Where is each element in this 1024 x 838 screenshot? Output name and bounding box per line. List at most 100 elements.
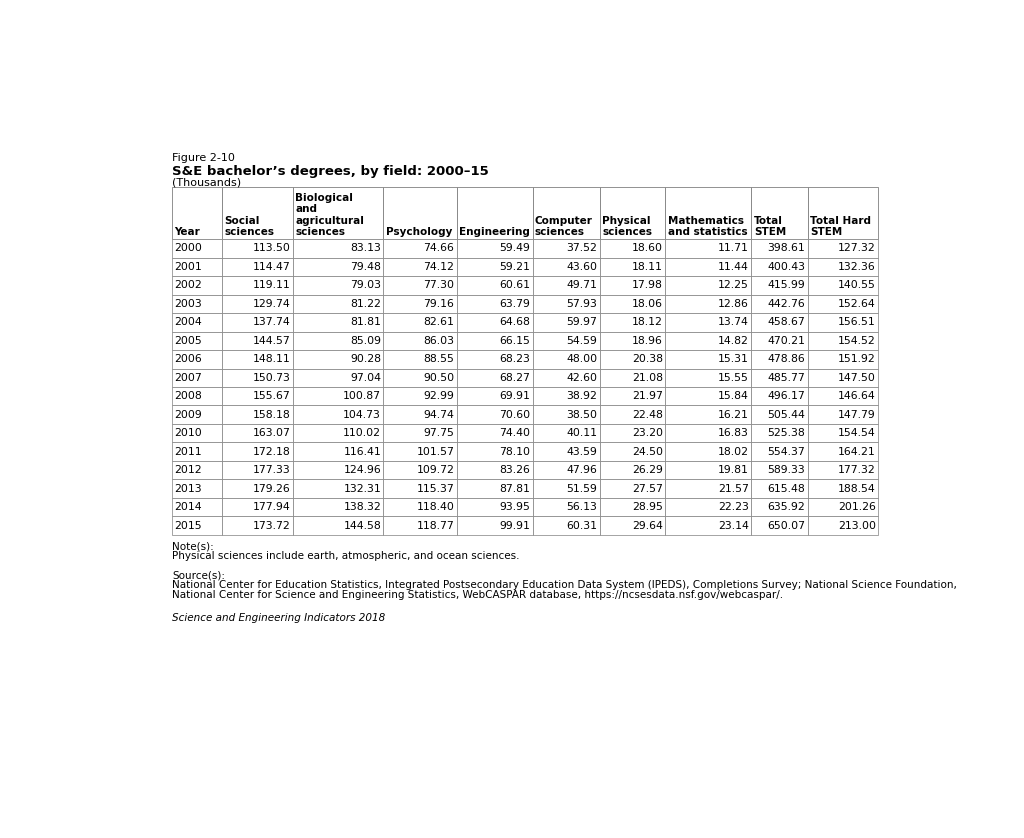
Bar	[293, 239, 383, 257]
Bar	[222, 424, 293, 442]
Bar	[808, 461, 879, 479]
Text: 92.99: 92.99	[424, 391, 455, 401]
Text: Psychology: Psychology	[386, 227, 452, 237]
Text: 19.81: 19.81	[718, 465, 750, 475]
Bar	[600, 369, 666, 387]
Bar	[666, 387, 752, 406]
Text: 2005: 2005	[174, 336, 203, 346]
Text: National Center for Science and Engineering Statistics, WebCASPAR database, http: National Center for Science and Engineer…	[172, 590, 783, 600]
Bar	[752, 350, 808, 369]
Bar	[457, 516, 532, 535]
Bar	[383, 424, 457, 442]
Bar	[457, 313, 532, 332]
Bar	[293, 442, 383, 461]
Text: Total Hard
STEM: Total Hard STEM	[810, 215, 870, 237]
Bar	[172, 516, 222, 535]
Bar	[600, 239, 666, 257]
Text: 458.67: 458.67	[767, 318, 805, 328]
Text: 485.77: 485.77	[767, 373, 805, 383]
Text: 18.12: 18.12	[632, 318, 663, 328]
Bar	[600, 461, 666, 479]
Text: 124.96: 124.96	[343, 465, 381, 475]
Text: Physical
sciences: Physical sciences	[602, 215, 652, 237]
Bar	[293, 187, 383, 239]
Bar	[457, 332, 532, 350]
Bar	[808, 479, 879, 498]
Text: 47.96: 47.96	[566, 465, 597, 475]
Text: 144.57: 144.57	[253, 336, 291, 346]
Bar	[222, 516, 293, 535]
Bar	[532, 498, 600, 516]
Text: 129.74: 129.74	[253, 299, 291, 309]
Bar	[532, 239, 600, 257]
Text: Computer
sciences: Computer sciences	[535, 215, 593, 237]
Text: 16.21: 16.21	[718, 410, 750, 420]
Bar	[172, 239, 222, 257]
Text: 213.00: 213.00	[838, 520, 876, 530]
Bar	[532, 516, 600, 535]
Text: 21.97: 21.97	[632, 391, 663, 401]
Text: 66.15: 66.15	[500, 336, 530, 346]
Bar	[532, 295, 600, 313]
Text: 68.23: 68.23	[500, 354, 530, 365]
Text: Biological
and
agricultural
sciences: Biological and agricultural sciences	[295, 194, 365, 237]
Bar	[808, 187, 879, 239]
Bar	[600, 350, 666, 369]
Text: 2008: 2008	[174, 391, 203, 401]
Bar	[293, 406, 383, 424]
Text: 70.60: 70.60	[499, 410, 530, 420]
Text: 15.31: 15.31	[718, 354, 750, 365]
Text: 156.51: 156.51	[838, 318, 876, 328]
Text: Figure 2-10: Figure 2-10	[172, 153, 236, 163]
Text: 110.02: 110.02	[343, 428, 381, 438]
Bar	[666, 498, 752, 516]
Text: 49.71: 49.71	[566, 281, 597, 290]
Bar	[532, 424, 600, 442]
Text: 118.40: 118.40	[417, 502, 455, 512]
Bar	[808, 313, 879, 332]
Bar	[752, 369, 808, 387]
Text: 164.21: 164.21	[838, 447, 876, 457]
Text: 177.94: 177.94	[253, 502, 291, 512]
Bar	[457, 461, 532, 479]
Text: 100.87: 100.87	[343, 391, 381, 401]
Bar	[222, 332, 293, 350]
Text: 74.40: 74.40	[499, 428, 530, 438]
Text: Year: Year	[174, 227, 201, 237]
Text: 57.93: 57.93	[566, 299, 597, 309]
Text: S&E bachelor’s degrees, by field: 2000–15: S&E bachelor’s degrees, by field: 2000–1…	[172, 165, 488, 178]
Text: 137.74: 137.74	[253, 318, 291, 328]
Bar	[383, 257, 457, 276]
Text: 554.37: 554.37	[767, 447, 805, 457]
Bar	[752, 239, 808, 257]
Bar	[600, 387, 666, 406]
Text: 2014: 2014	[174, 502, 202, 512]
Bar	[222, 313, 293, 332]
Text: 15.84: 15.84	[718, 391, 750, 401]
Text: 470.21: 470.21	[767, 336, 805, 346]
Text: 147.50: 147.50	[838, 373, 876, 383]
Bar	[293, 461, 383, 479]
Text: 172.18: 172.18	[253, 447, 291, 457]
Bar	[293, 498, 383, 516]
Bar	[172, 387, 222, 406]
Bar	[600, 442, 666, 461]
Text: 101.57: 101.57	[417, 447, 455, 457]
Text: 81.81: 81.81	[350, 318, 381, 328]
Bar	[666, 332, 752, 350]
Bar	[172, 295, 222, 313]
Bar	[808, 498, 879, 516]
Bar	[222, 369, 293, 387]
Bar	[808, 239, 879, 257]
Text: 138.32: 138.32	[343, 502, 381, 512]
Text: 68.27: 68.27	[500, 373, 530, 383]
Text: 615.48: 615.48	[767, 484, 805, 494]
Text: 79.48: 79.48	[350, 262, 381, 272]
Text: 144.58: 144.58	[343, 520, 381, 530]
Bar	[222, 442, 293, 461]
Bar	[293, 424, 383, 442]
Bar	[666, 239, 752, 257]
Bar	[532, 332, 600, 350]
Text: Note(s):: Note(s):	[172, 541, 214, 551]
Text: 173.72: 173.72	[253, 520, 291, 530]
